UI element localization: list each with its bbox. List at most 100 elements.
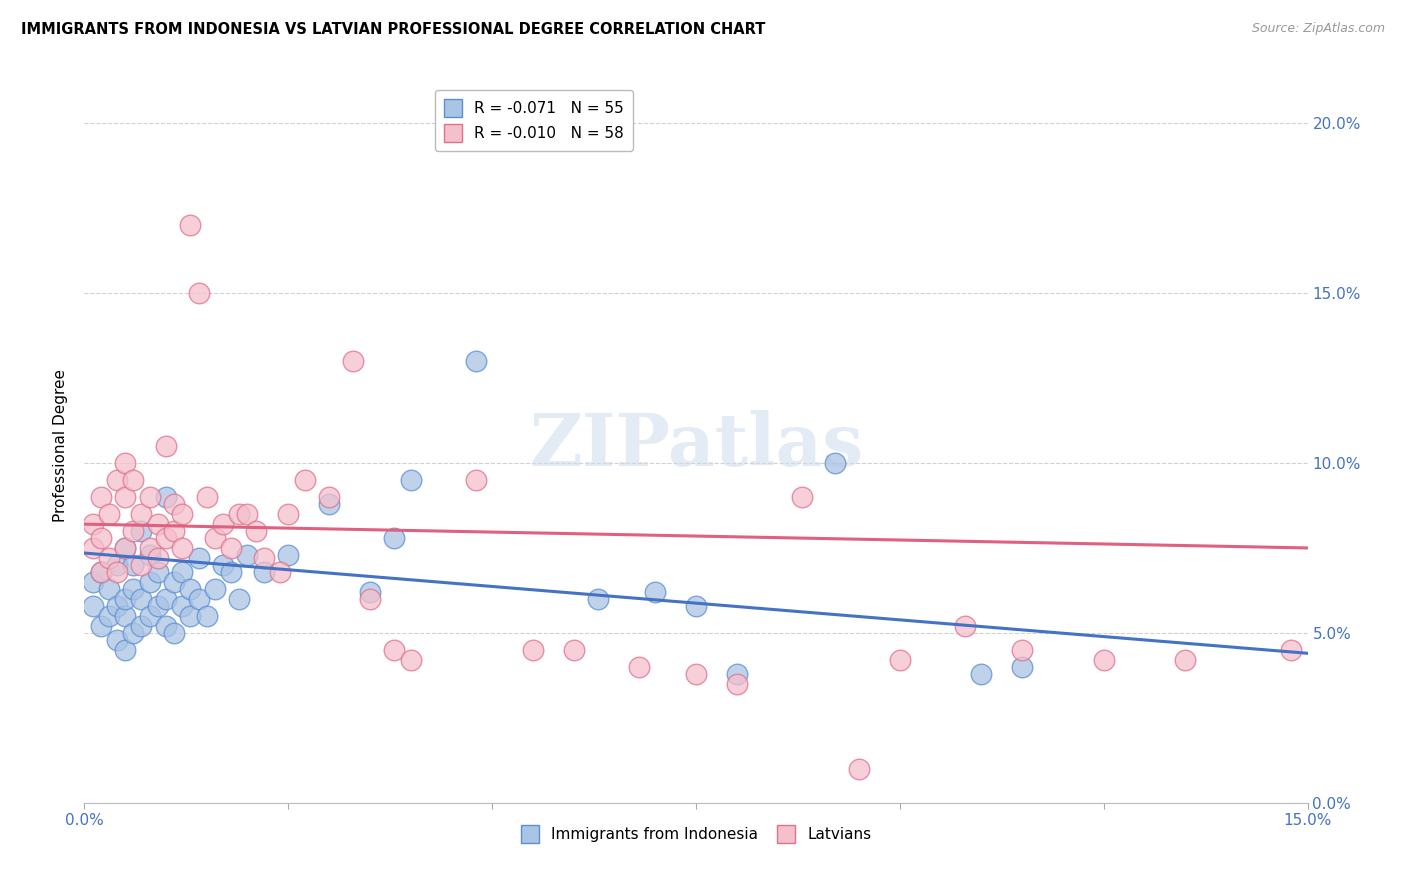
Point: [146, 517, 169, 532]
Y-axis label: Professional Degree: Professional Degree: [53, 369, 69, 523]
Point: [644, 585, 666, 599]
Point: [464, 354, 486, 368]
Point: [138, 490, 160, 504]
Point: [82, 574, 104, 589]
Point: [138, 608, 160, 623]
Point: [122, 524, 145, 538]
Text: IMMIGRANTS FROM INDONESIA VS LATVIAN PROFESSIONAL DEGREE CORRELATION CHART: IMMIGRANTS FROM INDONESIA VS LATVIAN PRO…: [21, 22, 765, 37]
Point: [146, 599, 169, 613]
Point: [155, 490, 177, 504]
Point: [1092, 653, 1115, 667]
Point: [294, 473, 316, 487]
Point: [848, 762, 870, 776]
Point: [562, 643, 585, 657]
Point: [146, 565, 169, 579]
Point: [586, 591, 609, 606]
Point: [114, 608, 136, 623]
Point: [359, 585, 381, 599]
Point: [90, 531, 112, 545]
Point: [195, 608, 218, 623]
Point: [90, 565, 112, 579]
Point: [228, 591, 250, 606]
Point: [195, 490, 218, 504]
Point: [90, 565, 112, 579]
Point: [1011, 660, 1033, 674]
Legend: Immigrants from Indonesia, Latvians: Immigrants from Indonesia, Latvians: [515, 819, 877, 848]
Point: [114, 541, 136, 555]
Point: [179, 608, 201, 623]
Point: [228, 507, 250, 521]
Point: [187, 591, 209, 606]
Point: [163, 524, 186, 538]
Point: [105, 565, 128, 579]
Text: ZIPatlas: ZIPatlas: [529, 410, 863, 482]
Point: [122, 626, 145, 640]
Point: [187, 551, 209, 566]
Point: [790, 490, 813, 504]
Point: [204, 582, 226, 596]
Point: [725, 677, 748, 691]
Point: [685, 666, 707, 681]
Point: [245, 524, 267, 538]
Point: [97, 582, 120, 596]
Point: [179, 582, 201, 596]
Point: [155, 439, 177, 453]
Point: [131, 507, 153, 521]
Point: [382, 643, 405, 657]
Point: [114, 643, 136, 657]
Point: [114, 591, 136, 606]
Point: [105, 632, 128, 647]
Point: [163, 497, 186, 511]
Point: [163, 574, 186, 589]
Point: [163, 626, 186, 640]
Point: [824, 456, 846, 470]
Point: [236, 548, 259, 562]
Point: [685, 599, 707, 613]
Point: [105, 558, 128, 572]
Point: [1011, 643, 1033, 657]
Text: Source: ZipAtlas.com: Source: ZipAtlas.com: [1251, 22, 1385, 36]
Point: [138, 548, 160, 562]
Point: [187, 286, 209, 301]
Point: [172, 541, 194, 555]
Point: [212, 517, 235, 532]
Point: [318, 490, 340, 504]
Point: [138, 541, 160, 555]
Point: [131, 591, 153, 606]
Point: [269, 565, 291, 579]
Point: [204, 531, 226, 545]
Point: [277, 548, 299, 562]
Point: [318, 497, 340, 511]
Point: [359, 591, 381, 606]
Point: [219, 541, 242, 555]
Point: [131, 619, 153, 633]
Point: [90, 619, 112, 633]
Point: [105, 599, 128, 613]
Point: [253, 565, 276, 579]
Point: [122, 473, 145, 487]
Point: [212, 558, 235, 572]
Point: [953, 619, 976, 633]
Point: [82, 517, 104, 532]
Point: [253, 551, 276, 566]
Point: [172, 507, 194, 521]
Point: [219, 565, 242, 579]
Point: [131, 524, 153, 538]
Point: [155, 591, 177, 606]
Point: [277, 507, 299, 521]
Point: [1174, 653, 1197, 667]
Point: [97, 551, 120, 566]
Point: [122, 558, 145, 572]
Point: [114, 456, 136, 470]
Point: [342, 354, 364, 368]
Point: [179, 218, 201, 232]
Point: [90, 490, 112, 504]
Point: [114, 490, 136, 504]
Point: [399, 473, 422, 487]
Point: [105, 473, 128, 487]
Point: [725, 666, 748, 681]
Point: [155, 619, 177, 633]
Point: [146, 551, 169, 566]
Point: [236, 507, 259, 521]
Point: [464, 473, 486, 487]
